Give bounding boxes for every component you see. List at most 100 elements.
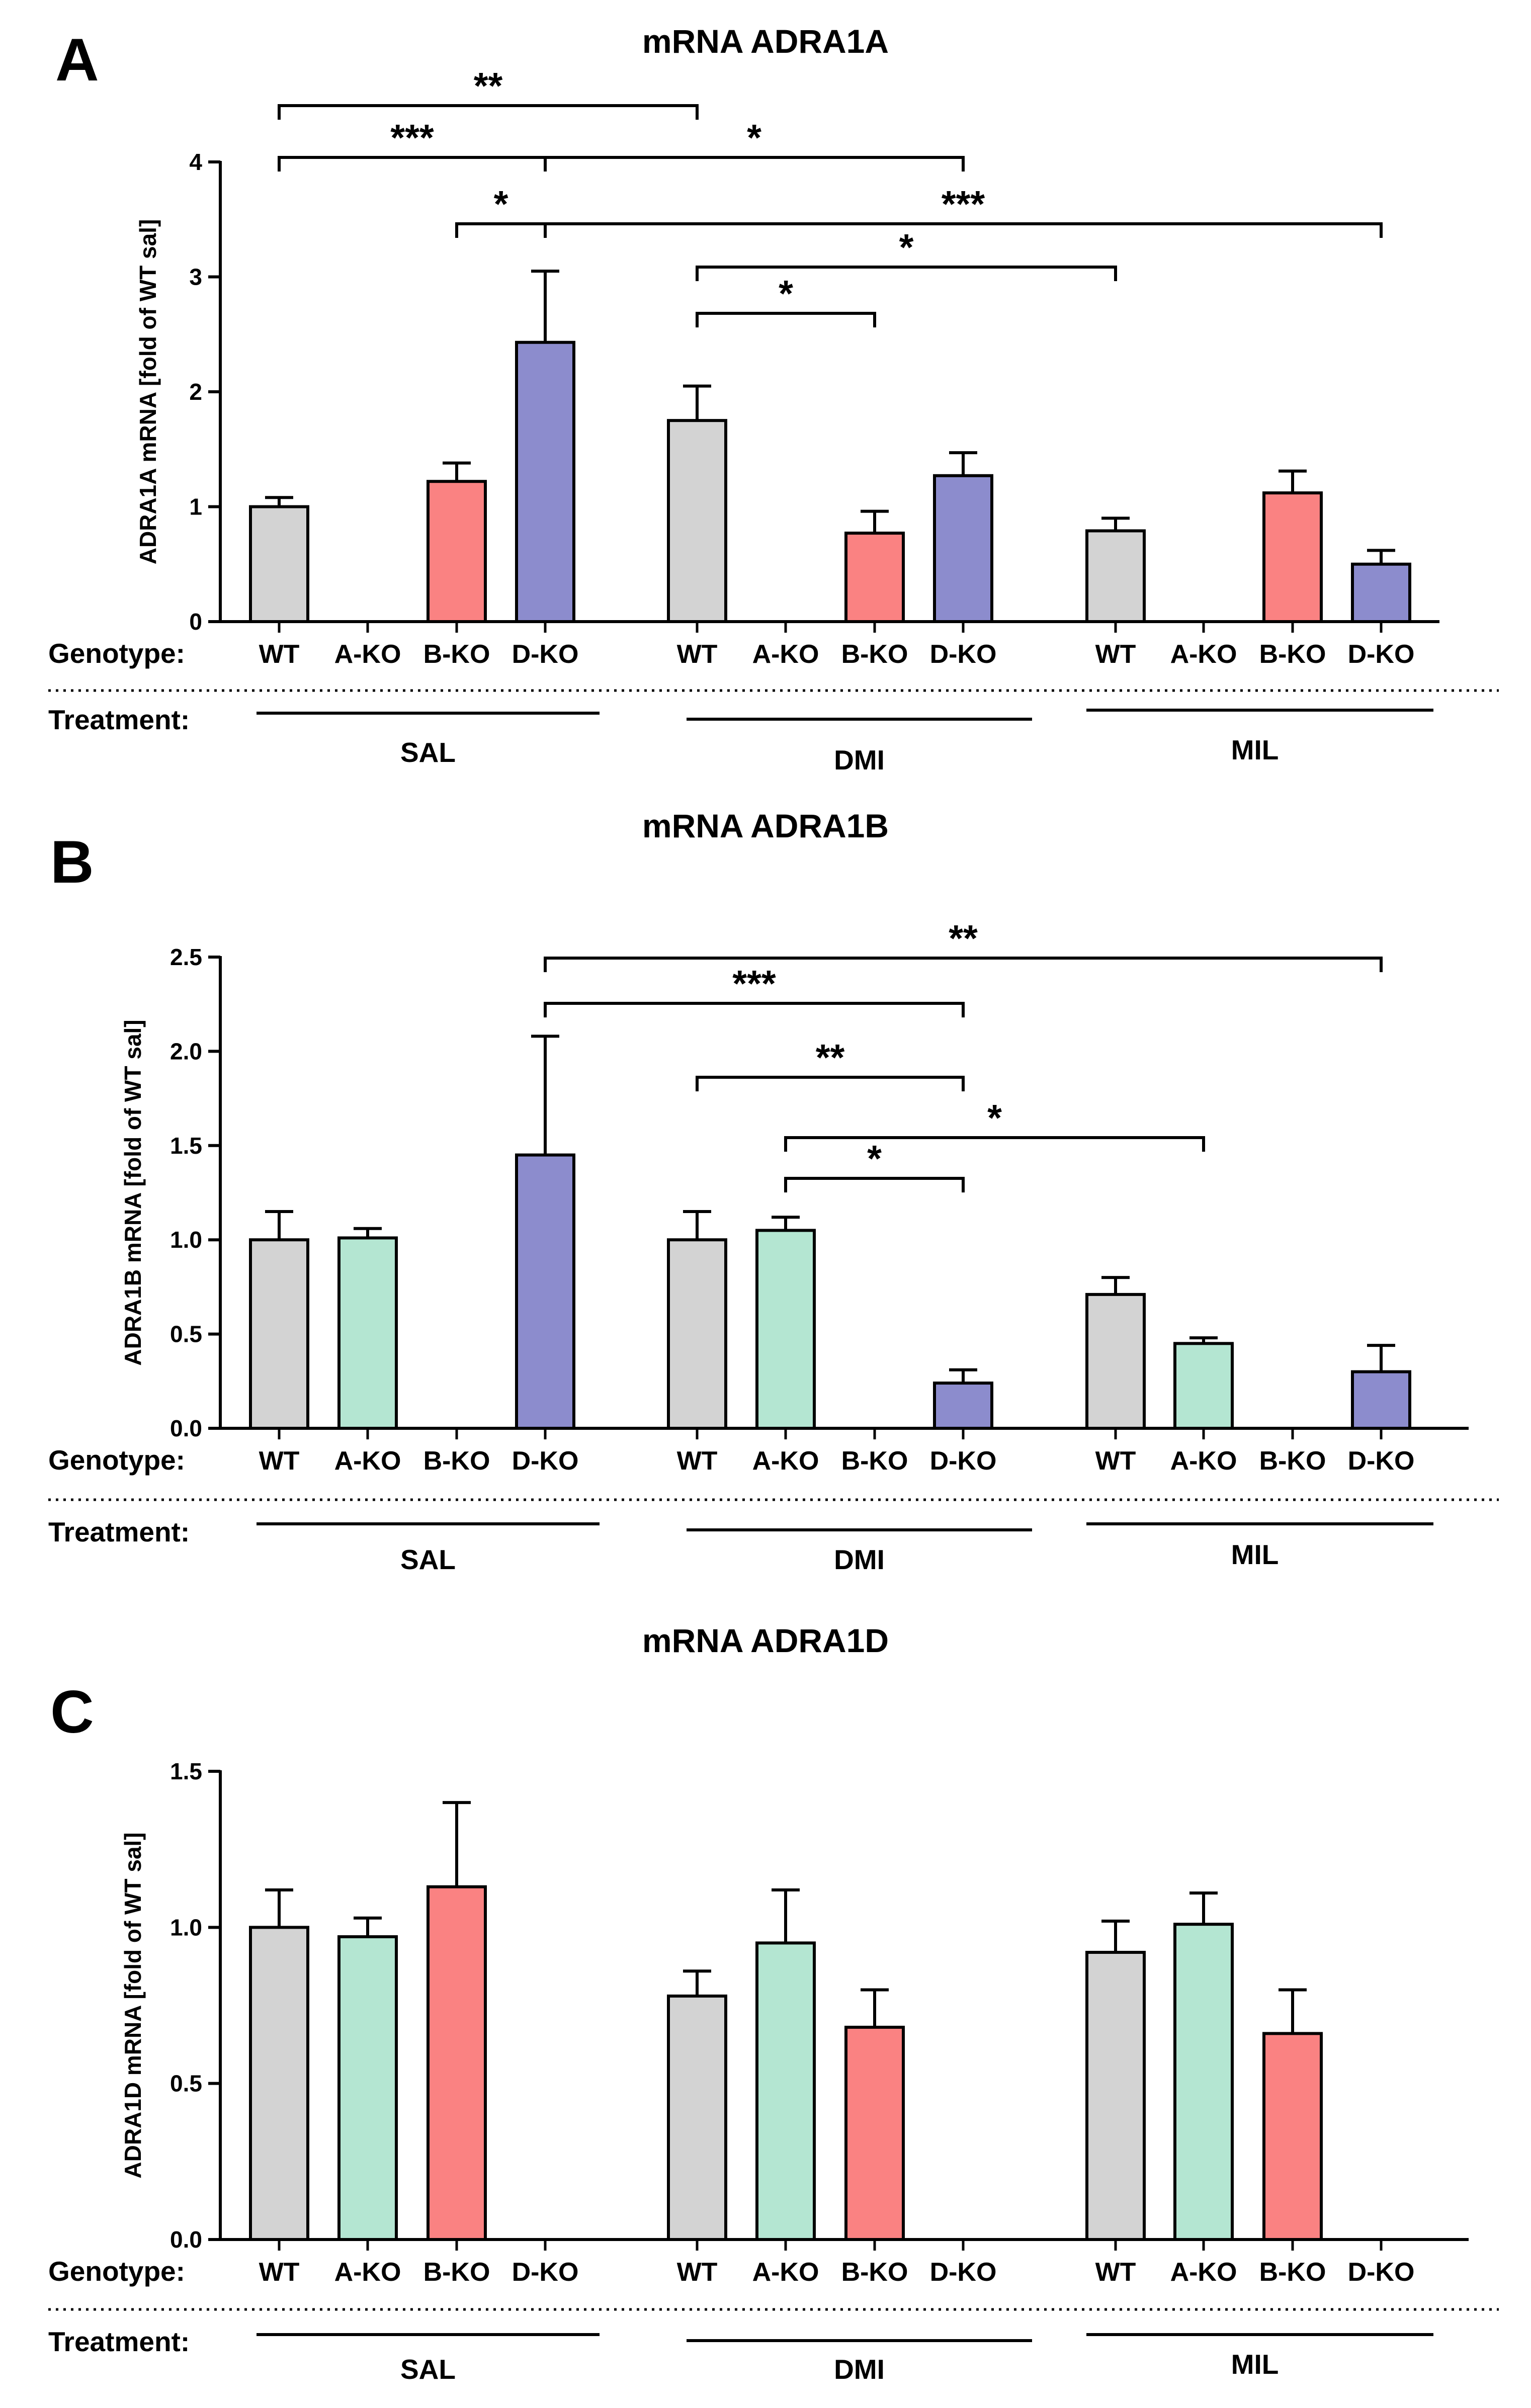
chart-title: mRNA ADRA1D [642,1622,889,1659]
significance-label: ** [949,917,978,959]
treatment-group-label: MIL [1231,734,1279,765]
genotype-tick-label: A-KO [752,1446,819,1476]
bar-dmi-d-ko [933,474,993,623]
significance-bracket [544,222,1383,238]
significance-bracket [696,312,876,327]
treatment-group-label: MIL [1231,1539,1279,1570]
significance-bracket [544,156,965,171]
bar-dmi-b-ko [844,532,905,624]
genotype-tick-label: WT [259,1446,300,1476]
y-axis-label: ADRA1D mRNA [fold of WT sal] [120,1832,146,2178]
genotype-tick-label: B-KO [1259,2258,1326,2287]
genotype-tick-label: A-KO [334,2258,401,2287]
y-tick-label: 2 [189,379,202,405]
bar-mil-d-ko [1351,562,1411,623]
treatment-label: Treatment: [48,1516,190,1547]
treatment-label: Treatment: [48,704,190,735]
genotype-tick-label: D-KO [1348,1446,1415,1476]
significance-label: * [779,273,793,314]
bar-mil-b-ko [1262,491,1323,624]
significance-label: ** [816,1037,845,1078]
treatment-group-label: SAL [400,1544,456,1575]
genotype-tick-label: A-KO [1170,640,1237,669]
treatment-label: Treatment: [48,2326,190,2357]
significance-bracket [544,957,1383,972]
genotype-tick-label: D-KO [1348,640,1415,669]
genotype-tick-label: WT [259,2258,300,2287]
genotype-label: Genotype: [48,1444,185,1476]
genotype-tick-label: WT [677,2258,718,2287]
bar-sal-d-ko [515,1153,575,1430]
genotype-tick-label: WT [677,1446,718,1476]
bar-dmi-a-ko [755,1229,816,1430]
genotype-tick-label: B-KO [841,2258,908,2287]
genotype-tick-label: WT [677,640,718,669]
significance-label: *** [942,183,985,225]
genotype-tick-label: D-KO [1348,2258,1415,2287]
bar-dmi-wt [667,1238,727,1430]
bar-sal-wt [249,505,309,623]
panel-letter: C [50,1678,94,1746]
bar-sal-a-ko [337,1935,398,2242]
bar-dmi-a-ko [755,1941,816,2242]
significance-bracket [278,156,547,171]
bar-mil-b-ko [1262,2032,1323,2242]
bar-sal-wt [249,1238,309,1430]
genotype-tick-label: D-KO [930,2258,997,2287]
significance-bracket [544,1002,965,1017]
genotype-tick-label: D-KO [930,640,997,669]
y-tick-label: 0.5 [170,2071,202,2097]
y-tick-label: 2.0 [170,1038,202,1064]
y-tick-label: 1.5 [170,1758,202,1784]
genotype-tick-label: D-KO [512,2258,579,2287]
treatment-group-label: DMI [834,744,885,776]
significance-bracket [784,1177,965,1192]
significance-label: * [987,1097,1002,1139]
genotype-tick-label: B-KO [423,1446,490,1476]
genotype-tick-label: A-KO [334,1446,401,1476]
y-tick-label: 1 [189,494,202,520]
genotype-tick-label: WT [259,640,300,669]
y-axis-label: ADRA1A mRNA [fold of WT sal] [135,219,161,565]
bar-mil-a-ko [1173,1923,1234,2242]
chart-title: mRNA ADRA1A [642,23,889,60]
y-tick-label: 0.5 [170,1321,202,1347]
genotype-tick-label: WT [1095,2258,1136,2287]
genotype-tick-label: A-KO [1170,2258,1237,2287]
significance-label: * [899,226,914,268]
bar-dmi-wt [667,419,727,623]
y-axis-label: ADRA1B mRNA [fold of WT sal] [120,1019,146,1365]
significance-bracket [696,1076,965,1091]
y-tick-label: 0 [189,609,202,635]
bar-sal-a-ko [337,1236,398,1430]
bar-dmi-d-ko [933,1382,993,1430]
genotype-label: Genotype: [48,2256,185,2287]
bar-dmi-b-ko [844,2025,905,2242]
y-tick-label: 1.0 [170,1914,202,1940]
genotype-tick-label: B-KO [841,1446,908,1476]
genotype-tick-label: D-KO [512,1446,579,1476]
bar-sal-d-ko [515,340,575,623]
y-tick-label: 3 [189,264,202,290]
significance-label: *** [390,117,434,158]
y-tick-label: 4 [189,149,202,175]
significance-bracket [784,1136,1205,1152]
treatment-group-label: MIL [1231,2349,1279,2380]
genotype-tick-label: B-KO [423,640,490,669]
treatment-group-label: SAL [400,737,456,768]
y-tick-label: 2.5 [170,944,202,970]
panel-letter: A [55,26,99,94]
genotype-tick-label: A-KO [752,2258,819,2287]
genotype-tick-label: B-KO [841,640,908,669]
bar-sal-wt [249,1926,309,2241]
significance-label: * [494,183,508,225]
bar-mil-wt [1085,1293,1146,1430]
panel-letter: B [50,828,94,896]
chart-title: mRNA ADRA1B [642,807,889,844]
genotype-tick-label: B-KO [1259,1446,1326,1476]
bar-dmi-wt [667,1994,727,2241]
treatment-group-label: DMI [834,2354,885,2385]
